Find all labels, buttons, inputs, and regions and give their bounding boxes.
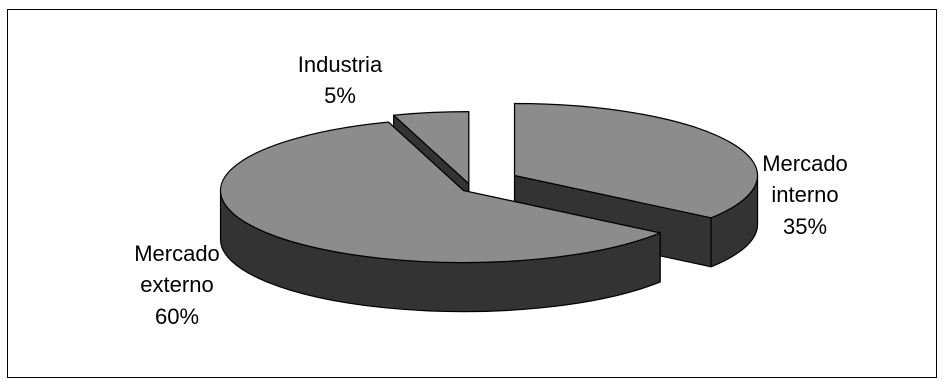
slices-layer <box>219 102 759 313</box>
label-mercado-interno-line-3: 35% <box>783 214 827 239</box>
label-mercado-interno-line-1: Mercado <box>762 151 848 176</box>
label-mercado-externo-line-3: 60% <box>155 304 199 329</box>
label-mercado-externo-line-2: externo <box>140 272 213 297</box>
label-mercado-interno: Mercado interno 35% <box>762 151 848 239</box>
label-industria-line-2: 5% <box>324 83 356 108</box>
label-mercado-interno-line-2: interno <box>771 182 838 207</box>
slice-top <box>219 121 661 264</box>
label-industria-line-1: Industria <box>298 52 383 77</box>
slice-mercado-externo <box>219 121 661 313</box>
slice-top <box>513 102 759 219</box>
slice-top <box>393 111 470 185</box>
label-industria: Industria 5% <box>298 52 383 108</box>
label-mercado-externo: Mercado externo 60% <box>134 241 220 329</box>
label-mercado-externo-line-1: Mercado <box>134 241 220 266</box>
